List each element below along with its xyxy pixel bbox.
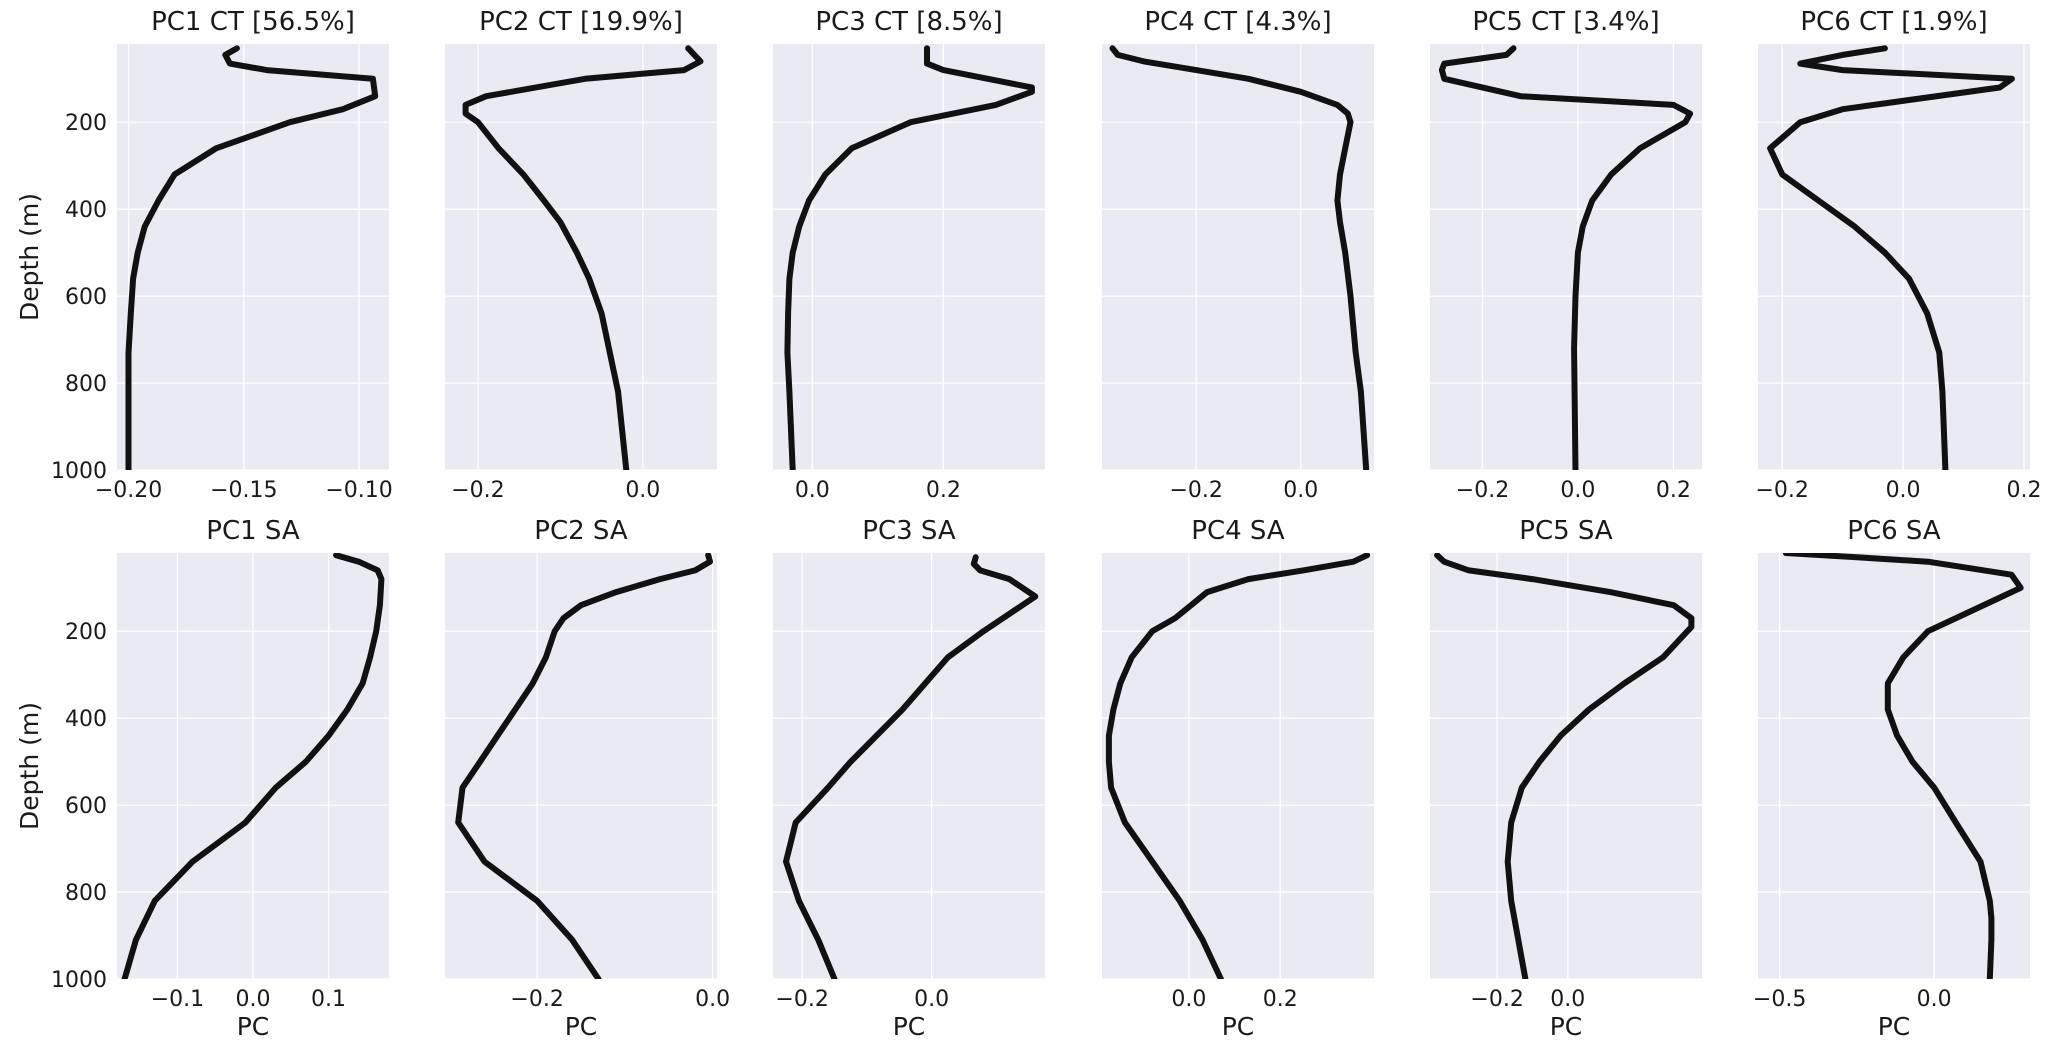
panel-12-xtick-label-1: 0.0 [1917,987,1952,1012]
panel-4: PC4 CT [4.3%] −0.2 0.0 [1102,7,1374,503]
panel-5-xtick-label-0: −0.2 [1456,478,1509,503]
panel-3-background [773,44,1045,470]
panel-8-profile-line-0 [455,553,713,979]
panel-3-xtick-label-0: 0.0 [795,478,830,503]
panel-2-xtick-label-1: 0.0 [625,478,660,503]
panel-6-background [1758,44,2030,470]
panel-1-ytick-label-0: 200 [65,111,107,136]
panel-10: PC4 SA 0.0 0.2 PC [1102,516,1374,1041]
panel-8-xtick-label-0: −0.2 [510,987,563,1012]
panel-12-profile-line-0 [1782,553,2024,979]
panel-11-xlabel: PC [1550,1012,1583,1041]
panel-6-title: PC6 CT [1.9%] [1800,7,1987,37]
panel-5-title: PC5 CT [3.4%] [1472,7,1659,37]
panel-2-title: PC2 CT [19.9%] [479,7,683,37]
panel-7-ytick-label-4: 1000 [51,968,107,993]
panel-9-background [773,553,1045,979]
panel-8-background [445,553,717,979]
panel-3-title: PC3 CT [8.5%] [815,7,1002,37]
panel-6-xtick-label-0: −0.2 [1755,478,1808,503]
panel-10-profile-line-0 [1105,553,1371,979]
panel-12: PC6 SA −0.5 0.0PC [1753,516,2030,1041]
panel-7-ytick-label-1: 400 [65,707,107,732]
panel-1-ytick-label-4: 1000 [51,459,107,484]
panel-10-xtick-label-1: 0.2 [1263,987,1298,1012]
panel-11-title: PC5 SA [1519,516,1613,546]
panel-5-profile-line-0 [1438,45,1694,470]
panel-12-background [1758,553,2030,979]
panel-7-ytick-label-3: 800 [65,881,107,906]
panel-7-xtick-label-2: 0.1 [311,987,346,1012]
panel-11: PC5 SA −0.2 0.0PC [1430,516,1702,1041]
panel-2: PC2 CT [19.9%] −0.2 0.0 [445,7,717,503]
panel-1-xtick-label-1: −0.15 [210,478,277,503]
panel-6-profile-line-0 [1767,45,2015,470]
panel-4-xtick-label-1: 0.0 [1283,478,1318,503]
panel-8-xlabel: PC [565,1012,598,1041]
panel-1: PC1 CT [56.5%] −0.20 −0.15 −0.10 200 400 600 80… [15,7,393,503]
panel-6-xtick-label-2: 0.2 [2006,478,2041,503]
panel-12-title: PC6 SA [1847,516,1941,546]
panel-8: PC2 SA −0.2 0.0 PC [445,516,730,1041]
panel-1-ytick-label-1: 400 [65,198,107,223]
panel-11-xtick-label-0: −0.2 [1470,987,1523,1012]
panel-12-xtick-label-0: −0.5 [1753,987,1806,1012]
panel-4-background [1102,44,1374,470]
panel-10-title: PC4 SA [1191,516,1285,546]
panel-5-xtick-label-2: 0.2 [1656,478,1691,503]
panel-7-ylabel: Depth (m) [15,702,44,830]
panel-1-ytick-label-3: 800 [65,372,107,397]
panel-3-xtick-label-1: 0.2 [926,478,961,503]
panel-9: PC3 SA −0.2 0.0PC [773,516,1045,1041]
panel-7-profile-line-0 [121,553,385,979]
panel-10-xtick-label-0: 0.0 [1171,987,1206,1012]
panel-11-profile-line-0 [1434,553,1695,979]
panel-6: PC6 CT [1.9%] −0.2 0.0 0.2 [1755,7,2041,503]
panel-2-profile-line-0 [462,45,704,470]
panel-7-xtick-label-1: 0.0 [236,987,271,1012]
panel-9-xtick-label-0: −0.2 [775,987,828,1012]
panel-7-title: PC1 SA [206,516,300,546]
panel-7: PC1 SA −0.1 0.0 0.1 200 400 600 800 1000 PC Depth … [15,516,389,1041]
panel-3-profile-line-0 [784,45,1035,470]
panel-7-ytick-label-0: 200 [65,620,107,645]
panel-5-background [1430,44,1702,470]
panel-4-title: PC4 CT [4.3%] [1144,7,1331,37]
panel-9-profile-line-0 [783,554,1039,979]
panel-7-xlabel: PC [237,1012,270,1041]
panel-1-profile-line-0 [125,45,379,470]
panel-9-title: PC3 SA [862,516,956,546]
panel-8-xtick-label-1: 0.0 [695,987,730,1012]
panel-9-xlabel: PC [893,1012,926,1041]
panel-12-xlabel: PC [1878,1012,1911,1041]
panel-2-xtick-label-0: −0.2 [451,478,504,503]
panel-7-xtick-label-0: −0.1 [151,987,204,1012]
panel-5: PC5 CT [3.4%] −0.2 0.0 0.2 [1430,7,1702,503]
panel-1-xtick-label-0: −0.20 [95,478,162,503]
panel-4-xtick-label-0: −0.2 [1169,478,1222,503]
panel-11-xtick-label-1: 0.0 [1550,987,1585,1012]
panel-8-title: PC2 SA [534,516,628,546]
panel-1-title: PC1 CT [56.5%] [151,7,355,37]
panel-1-xtick-label-2: −0.10 [325,478,392,503]
panel-10-background [1102,553,1374,979]
panel-1-background [117,44,389,470]
panel-4-profile-line-0 [1109,45,1370,470]
panel-6-xtick-label-1: 0.0 [1886,478,1921,503]
panel-1-ytick-label-2: 600 [65,285,107,310]
panel-1-ylabel: Depth (m) [15,193,44,321]
panel-11-background [1430,553,1702,979]
panel-7-ytick-label-2: 600 [65,794,107,819]
panel-9-xtick-label-1: 0.0 [914,987,949,1012]
panel-10-xlabel: PC [1222,1012,1255,1041]
panel-3: PC3 CT [8.5%] 0.0 0.2 [773,7,1045,503]
panel-5-xtick-label-1: 0.0 [1560,478,1595,503]
